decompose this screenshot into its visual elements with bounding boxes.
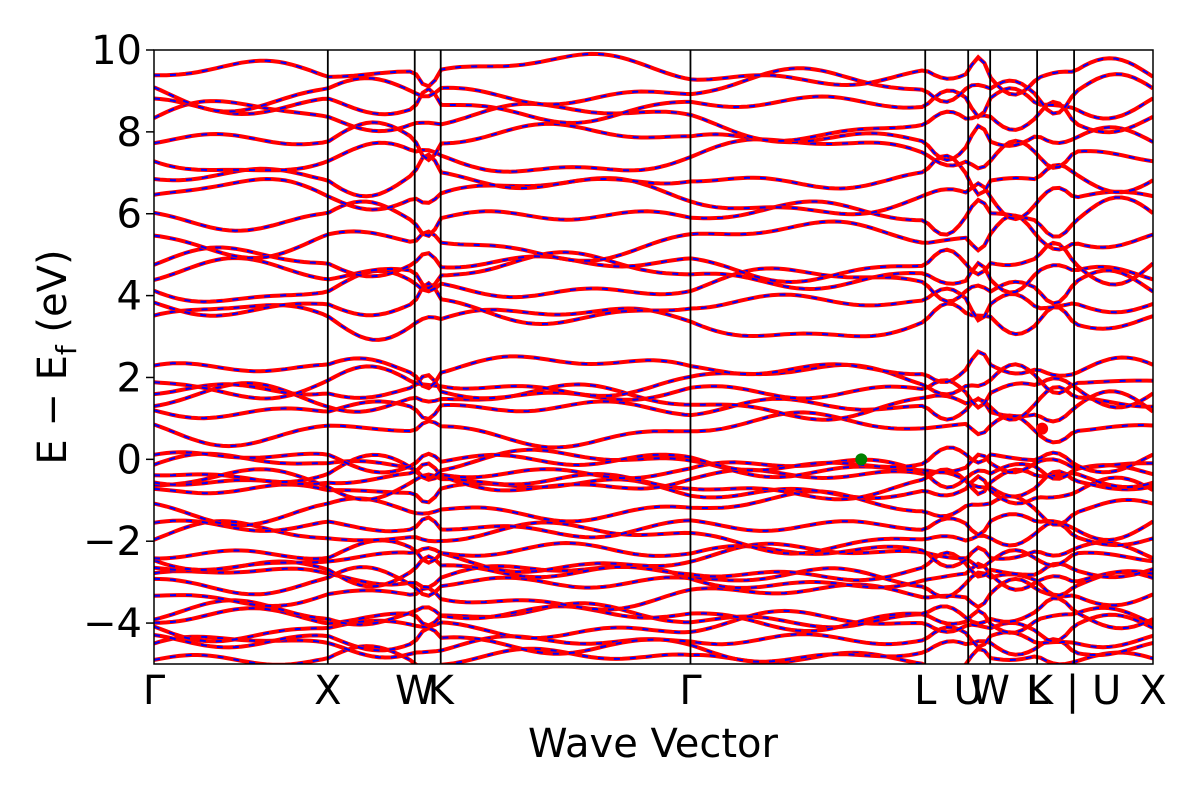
x-tick-label: X [314,668,341,714]
y-tick-label: 10 [91,28,142,74]
x-tick-label: L [1026,668,1049,714]
x-tick-label: W [970,668,1010,714]
band-spin-up [154,240,1153,287]
band-spin-up [154,250,1153,295]
band-spin-down [154,539,1153,568]
band-spin-up [154,644,1153,664]
cbm-marker [1036,422,1049,435]
y-axis-title: E − Ef (eV) [30,249,83,464]
band-spin-up [154,152,1153,199]
band-spin-down [154,121,1153,162]
extrema-markers [855,422,1049,466]
band-spin-down [154,453,1153,489]
band-lines [154,51,1153,664]
y-axis-title-unit: (eV) [30,249,76,345]
y-tick-label: 0 [117,437,142,483]
band-spin-up [154,541,1153,574]
y-axis-ticks: −4 −2 0 2 4 6 8 10 [83,28,154,647]
y-tick-label: −2 [83,519,142,565]
band-spin-down [154,446,1153,474]
band-spin-down [154,551,1153,588]
band-spin-down [154,363,1153,400]
band-spin-down [154,177,1153,221]
plot-frame [153,49,1154,665]
high-symmetry-lines [326,50,1075,664]
band-spin-down [154,490,1153,527]
x-tick-label: K | U [1027,668,1121,714]
band-spin-down [154,374,1153,409]
band-spin-down [154,468,1153,501]
band-spin-down [154,267,1153,305]
band-spin-down [154,153,1153,198]
band-spin-up [154,489,1153,528]
x-tick-label: K [428,668,456,714]
x-tick-label: Γ [679,668,702,714]
band-spin-down [154,87,1153,125]
x-tick-label: L [914,668,937,714]
y-tick-label: 4 [117,274,142,320]
y-axis-title-subscript: f [50,344,83,355]
y-tick-label: 6 [117,192,142,238]
x-tick-label: Γ [143,668,166,714]
band-spin-down [154,100,1153,142]
band-spin-up [154,461,1153,497]
band-spin-down [154,597,1153,633]
y-tick-label: 8 [117,110,142,156]
band-spin-down [154,67,1153,115]
band-spin-up [154,51,1153,97]
band-spin-up [154,213,1153,263]
x-tick-label: X [1139,668,1166,714]
band-spin-up [154,519,1153,556]
band-spin-down [154,382,1153,421]
y-axis-title-main: E − E [30,355,76,465]
band-spin-down [154,282,1153,326]
band-spin-up [154,99,1153,143]
band-spin-down [154,513,1153,542]
band-spin-up [154,195,1153,239]
band-spin-down [154,411,1153,449]
band-spin-down [154,577,1153,611]
band-spin-up [154,137,1153,174]
vbm-marker [855,453,868,466]
x-axis-title: Wave Vector [528,721,779,767]
y-tick-label: −4 [83,601,142,647]
x-tick-label: U [954,668,983,714]
y-tick-label: 2 [117,355,142,401]
band-spin-down [154,562,1153,591]
x-tick-label: W [395,668,435,714]
band-spin-up [154,349,1153,391]
band-spin-up [154,608,1153,644]
band-spin-down [154,626,1153,655]
band-spin-down [154,214,1153,262]
